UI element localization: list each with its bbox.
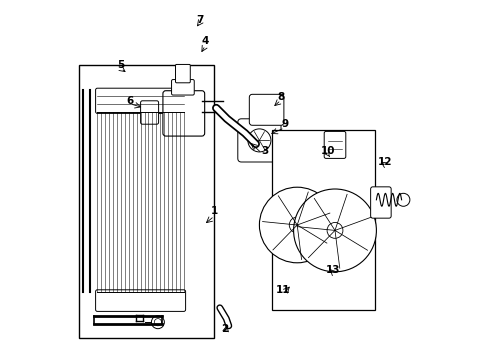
Circle shape [294, 189, 376, 272]
Circle shape [154, 319, 162, 326]
Text: 9: 9 [281, 119, 288, 129]
Text: 13: 13 [326, 265, 341, 275]
FancyBboxPatch shape [238, 119, 281, 162]
Text: 4: 4 [202, 36, 209, 46]
Text: 1: 1 [211, 206, 218, 216]
Circle shape [397, 193, 410, 206]
Text: 11: 11 [275, 285, 290, 295]
FancyBboxPatch shape [96, 88, 186, 113]
FancyBboxPatch shape [96, 290, 186, 311]
FancyBboxPatch shape [249, 94, 284, 125]
Bar [79, 65, 215, 338]
Text: 10: 10 [320, 146, 335, 156]
Text: 8: 8 [277, 92, 285, 102]
Circle shape [327, 222, 343, 238]
FancyBboxPatch shape [172, 80, 194, 95]
Text: 7: 7 [196, 15, 204, 25]
Circle shape [259, 187, 335, 263]
Circle shape [151, 316, 164, 329]
Text: 12: 12 [378, 157, 392, 167]
FancyBboxPatch shape [175, 64, 190, 83]
Text: 5: 5 [117, 60, 124, 70]
Text: 2: 2 [221, 324, 229, 334]
Circle shape [248, 129, 271, 152]
Text: 3: 3 [261, 146, 269, 156]
FancyBboxPatch shape [324, 131, 346, 158]
Circle shape [289, 217, 305, 233]
Bar [272, 130, 374, 310]
FancyBboxPatch shape [163, 91, 205, 136]
FancyBboxPatch shape [141, 101, 159, 124]
FancyBboxPatch shape [370, 187, 391, 218]
Text: 6: 6 [126, 96, 133, 106]
